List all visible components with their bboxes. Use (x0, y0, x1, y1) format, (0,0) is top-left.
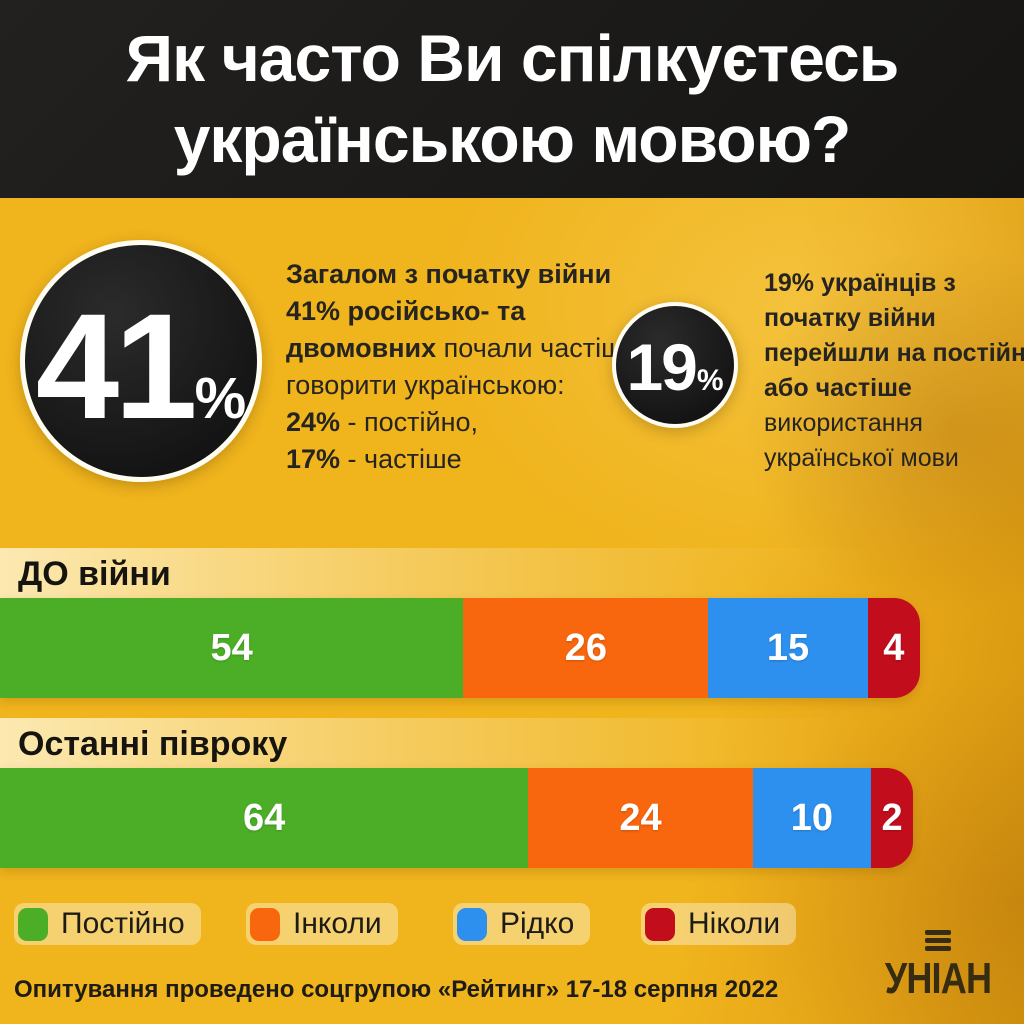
unian-logo-text: УНІАН (884, 954, 992, 1003)
bar-segment-value: 26 (564, 626, 608, 669)
legend-label: Інколи (293, 907, 382, 940)
stat-text-line: української мови (764, 444, 959, 472)
stat-circle-41: 41 % (20, 240, 262, 482)
legend-swatch-icon (457, 907, 487, 941)
stat-41-percent-sign: % (194, 366, 247, 431)
stat-text-line: 19% українців з (764, 269, 956, 297)
header: Як часто Ви спілкуєтесь українською мовою… (0, 0, 1024, 198)
legend-label: Рідко (500, 907, 575, 940)
bar-segment-2: 26 (463, 598, 709, 698)
bar-segment-value: 10 (790, 796, 834, 839)
stat-text-line: 17% - частіше (286, 444, 462, 474)
bar-segment-4: 2 (871, 768, 913, 868)
page-title: Як часто Ви спілкуєтесь українською мовою… (125, 18, 900, 180)
stat-text-line: використання (764, 409, 923, 437)
survey-source-note: Опитування проведено соцгрупою «Рейтинг»… (14, 976, 779, 1003)
stat-text-line: Загалом з початку війни (286, 259, 612, 289)
stat-19-description: 19% українців з початку війни перейшли на … (764, 266, 1024, 476)
bar-segment-value: 64 (242, 796, 286, 839)
bar-segment-value: 15 (766, 626, 810, 669)
title-line-2: українською мовою? (173, 102, 852, 176)
bar-segment-1: 54 (0, 598, 464, 698)
bar-segment-4: 4 (867, 598, 920, 698)
legend-label: Постійно (61, 907, 185, 940)
stat-circle-19: 19 % (612, 302, 738, 428)
legend-item-1: Постійно (14, 903, 201, 945)
title-line-1: Як часто Ви спілкуєтесь (125, 21, 900, 95)
stat-text-line: або частіше (764, 374, 912, 402)
row-band-last-half-year (0, 718, 1024, 768)
stat-19-percent-sign: % (696, 364, 724, 397)
bar-segment-3: 10 (752, 768, 872, 868)
legend-swatch-icon (18, 907, 48, 941)
legend-label: Ніколи (688, 907, 781, 940)
stat-41-description: Загалом з початку війни 41% російсько- та… (286, 256, 638, 478)
legend-item-4: Ніколи (641, 903, 797, 945)
bar-segment-value: 4 (883, 626, 905, 669)
stat-41-value: 41 (35, 282, 198, 450)
bar-segment-3: 15 (708, 598, 868, 698)
legend-swatch-icon (645, 907, 675, 941)
stat-text-line: 24% - постійно, (286, 407, 479, 437)
bar-segment-value: 2 (881, 796, 903, 839)
bar-last-half-year: 64 24 10 2 (0, 768, 913, 868)
bar-before-war: 54 26 15 4 (0, 598, 920, 698)
stat-text-line: перейшли на постійне (764, 339, 1024, 367)
stat-text-line: говорити українською: (286, 370, 565, 400)
legend-swatch-icon (250, 907, 280, 941)
legend-item-3: Рідко (453, 903, 591, 945)
bar-row-label-last-half-year: Останні півроку (18, 725, 288, 763)
stat-text-line: початку війни (764, 304, 936, 332)
row-band-before-war (0, 548, 1024, 598)
bar-segment-value: 54 (210, 626, 253, 669)
bar-segment-value: 24 (619, 796, 662, 839)
legend-item-2: Інколи (246, 903, 398, 945)
bar-segment-1: 64 (0, 768, 529, 868)
bar-row-label-before-war: ДО війни (18, 555, 171, 593)
unian-logo-dot-icon (925, 930, 951, 951)
stat-text-line: 41% російсько- та (286, 296, 526, 326)
bar-segment-2: 24 (528, 768, 753, 868)
stat-text-line: двомовних почали частіше (286, 333, 638, 363)
stat-19-value: 19 (626, 330, 697, 404)
unian-logo: УНІАН (878, 930, 998, 1001)
